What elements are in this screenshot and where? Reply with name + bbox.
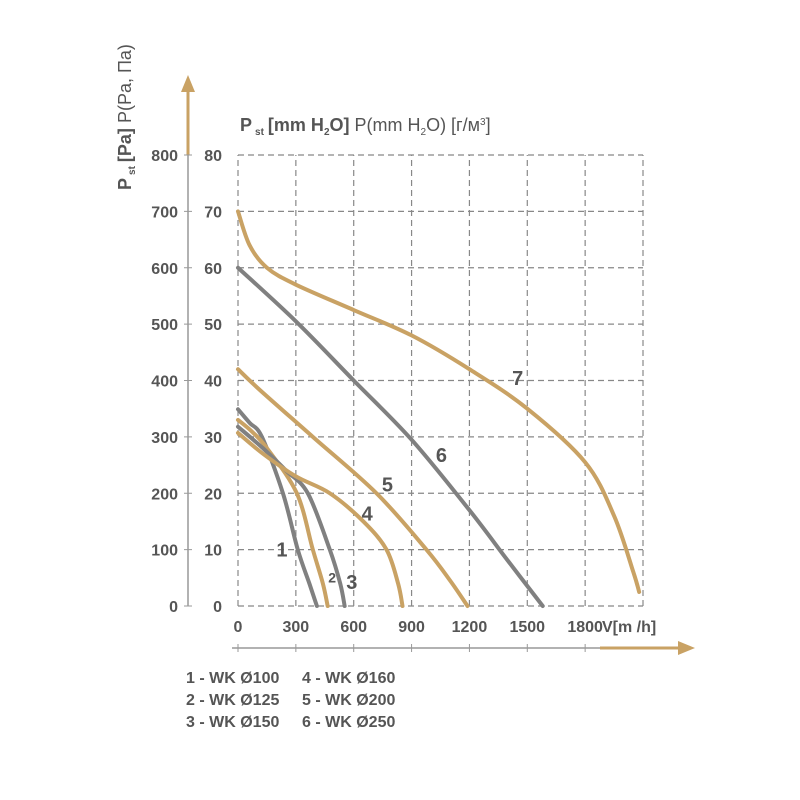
y-tick-label-mmh2o: 50 — [204, 317, 222, 334]
grid — [237, 154, 644, 607]
x-axis-arrowhead — [678, 641, 695, 655]
legend-item: 5 - WK Ø200 — [302, 692, 396, 709]
y-tick-label-pa: 700 — [151, 204, 178, 221]
y-tick-label-mmh2o: 0 — [213, 599, 222, 616]
x-tick-label: 900 — [398, 619, 425, 636]
y-tick-label-pa: 400 — [151, 374, 178, 391]
y-tick-label-mmh2o: 20 — [204, 486, 222, 503]
curve-label-6: 6 — [436, 445, 447, 467]
curve-label-5: 5 — [382, 475, 393, 497]
y-tick-label-mmh2o: 40 — [204, 374, 222, 391]
x-tick-label: 1200 — [452, 619, 488, 636]
curve-label-2: 2 — [328, 569, 336, 585]
x-tick-label: 1800 — [567, 619, 603, 636]
x-tick-label: 0 — [234, 619, 243, 636]
y-tick-label-pa: 300 — [151, 430, 178, 447]
curve-4 — [236, 430, 405, 608]
curve-6 — [236, 265, 545, 608]
curve-label-1: 1 — [276, 539, 287, 561]
y-tick-label-mmh2o: 70 — [204, 204, 222, 221]
axes — [181, 75, 695, 655]
curve-2 — [236, 417, 330, 608]
x-tick-label: 600 — [340, 619, 367, 636]
y-axis-label: Pst[Pa] P(Pa, Па) — [115, 44, 138, 190]
legend-item: 1 - WK Ø100 — [186, 670, 280, 687]
y-tick-label-pa: 200 — [151, 486, 178, 503]
curve-7 — [236, 209, 642, 594]
y-tick-label-mmh2o: 60 — [204, 261, 222, 278]
curve-1 — [236, 407, 319, 608]
curve-5 — [236, 367, 470, 608]
y-tick-label-mmh2o: 30 — [204, 430, 222, 447]
legend-item: 4 - WK Ø160 — [302, 670, 396, 687]
y-tick-label-mmh2o: 80 — [204, 148, 222, 165]
legend-item: 6 - WK Ø250 — [302, 714, 396, 731]
y-axis-arrowhead — [181, 75, 195, 92]
x-tick-label: 300 — [283, 619, 310, 636]
legend-item: 3 - WK Ø150 — [186, 714, 280, 731]
y-tick-label-pa: 500 — [151, 317, 178, 334]
y-tick-label-pa: 600 — [151, 261, 178, 278]
legend: 1 - WK Ø100 4 - WK Ø160 2 - WK Ø125 5 - … — [186, 670, 422, 732]
curves — [236, 209, 642, 608]
curve-3 — [236, 424, 347, 608]
curve-label-4: 4 — [362, 503, 374, 525]
curve-label-3: 3 — [346, 572, 357, 594]
y-tick-label-mmh2o: 10 — [204, 543, 222, 560]
x-axis-label: V[m /h] — [602, 619, 656, 636]
legend-item: 2 - WK Ø125 — [186, 692, 280, 709]
y-tick-label-pa: 100 — [151, 543, 178, 560]
curve-label-7: 7 — [512, 368, 523, 390]
y-tick-label-pa: 800 — [151, 148, 178, 165]
y-tick-label-pa: 0 — [169, 599, 178, 616]
x-tick-label: 1500 — [509, 619, 545, 636]
